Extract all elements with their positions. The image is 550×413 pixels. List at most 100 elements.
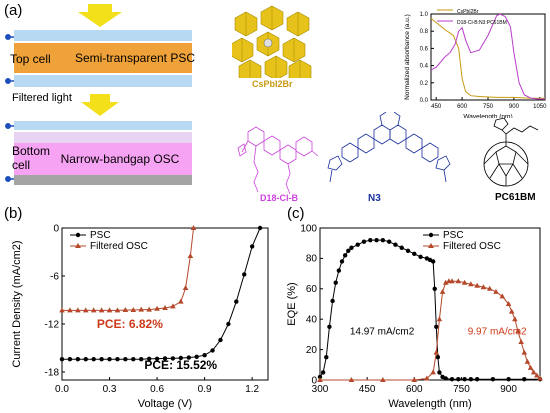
perovskite-label: CsPbI2Br bbox=[252, 79, 293, 89]
data-point bbox=[90, 307, 97, 313]
data-point bbox=[154, 356, 160, 361]
y-axis-label: Current Density (mA/cm2) bbox=[11, 240, 23, 367]
data-point bbox=[518, 339, 524, 344]
data-point bbox=[524, 358, 531, 364]
light-arrow-top bbox=[78, 4, 122, 27]
data-point bbox=[162, 305, 168, 310]
data-point bbox=[130, 307, 137, 312]
data-point bbox=[82, 307, 89, 313]
plot-frame bbox=[61, 227, 269, 381]
data-point bbox=[342, 253, 348, 258]
data-point bbox=[442, 279, 449, 285]
x-tick-label: 450 bbox=[431, 104, 442, 110]
x-tick-label: 300 bbox=[312, 384, 329, 395]
y-tick-label: 60 bbox=[306, 284, 318, 295]
x-tick-label: 0.6 bbox=[150, 384, 164, 395]
y-axis-label: Normalized absorbance (a.u.) bbox=[404, 14, 411, 100]
data-point bbox=[435, 355, 441, 360]
data-point bbox=[437, 370, 442, 375]
polymer-structure-icon bbox=[237, 126, 319, 195]
annotation: PCE: 6.82% bbox=[97, 317, 163, 331]
absorbance-inset-chart: 450 600 750 900 1050 0.0 0.2 0.4 0.6 0.8 1.0 Wavele… bbox=[404, 9, 547, 118]
data-point bbox=[162, 356, 168, 361]
data-point bbox=[462, 377, 467, 382]
polymer-label: D18-Cl-B bbox=[260, 193, 299, 203]
filtered-light-label: Filtered light bbox=[12, 92, 72, 104]
data-point bbox=[226, 321, 231, 327]
data-point bbox=[242, 272, 247, 277]
legend-label: D18-Cl-B:N3:PC61BM bbox=[457, 20, 507, 26]
data-point bbox=[499, 293, 506, 299]
x-tick-label: 1.2 bbox=[245, 384, 259, 395]
data-point bbox=[257, 225, 263, 231]
top-cell-label: Top cell bbox=[10, 52, 51, 66]
data-point bbox=[515, 328, 521, 334]
x-tick-label: 900 bbox=[509, 104, 520, 110]
data-point bbox=[530, 369, 537, 375]
acceptor-label: N3 bbox=[368, 193, 381, 204]
top-layer-label: Semi-transparent PSC bbox=[74, 51, 196, 65]
y-tick-label: 100 bbox=[300, 223, 317, 234]
data-point bbox=[522, 377, 527, 382]
data-point bbox=[508, 308, 515, 314]
data-point bbox=[333, 280, 338, 285]
data-point bbox=[234, 299, 239, 304]
data-point bbox=[449, 377, 455, 382]
data-point bbox=[537, 375, 543, 381]
data-point bbox=[386, 239, 392, 244]
y-tick-label: 0 bbox=[53, 223, 59, 234]
data-point bbox=[521, 349, 528, 355]
data-point bbox=[115, 357, 120, 362]
series-line bbox=[319, 239, 540, 380]
data-point bbox=[461, 279, 468, 285]
data-point bbox=[178, 298, 184, 304]
y-tick-label: 0.6 bbox=[420, 46, 429, 52]
data-point bbox=[138, 306, 145, 312]
x-axis-label: Wavelength (nm) bbox=[388, 398, 471, 410]
y-tick-label: 0 bbox=[311, 375, 317, 386]
data-point bbox=[455, 278, 462, 284]
series-line bbox=[430, 17, 545, 99]
x-tick-label: 0.3 bbox=[103, 384, 117, 395]
data-point bbox=[348, 377, 355, 382]
data-point bbox=[527, 364, 534, 370]
data-point bbox=[249, 244, 255, 249]
data-point bbox=[439, 288, 446, 294]
x-tick-label: 0.9 bbox=[198, 384, 212, 395]
data-point bbox=[202, 353, 207, 358]
data-point bbox=[317, 377, 323, 382]
data-point bbox=[468, 377, 474, 382]
jv-chart: 0.0 0.3 0.6 0.9 1.2 -18 -12 -6 0 Voltage (V) Curre… bbox=[11, 223, 269, 410]
data-point bbox=[436, 316, 443, 322]
data-point bbox=[433, 349, 440, 355]
data-point bbox=[122, 307, 129, 312]
data-point bbox=[424, 375, 430, 381]
data-point bbox=[83, 357, 88, 362]
data-point bbox=[449, 278, 455, 284]
data-point bbox=[327, 324, 332, 329]
data-point bbox=[512, 316, 518, 322]
data-point bbox=[210, 348, 215, 353]
x-tick-label: 600 bbox=[457, 104, 468, 110]
y-tick-label: 1.0 bbox=[420, 12, 429, 18]
data-point bbox=[107, 357, 112, 362]
data-point bbox=[443, 376, 448, 381]
data-point bbox=[534, 372, 540, 378]
data-point bbox=[430, 259, 436, 264]
data-point bbox=[187, 253, 194, 258]
data-point bbox=[380, 237, 386, 243]
y-tick-label: -12 bbox=[45, 319, 60, 330]
data-point bbox=[190, 225, 197, 230]
n3-structure-icon bbox=[327, 112, 451, 183]
plot-frame bbox=[430, 13, 546, 101]
data-point bbox=[412, 251, 417, 257]
data-point bbox=[131, 357, 136, 362]
data-point bbox=[434, 324, 439, 329]
data-point bbox=[411, 377, 418, 382]
fullerene-label: PC61BM bbox=[495, 192, 536, 203]
data-point bbox=[361, 239, 367, 244]
data-point bbox=[123, 357, 128, 362]
data-point bbox=[218, 337, 223, 343]
x-tick-label: 1050 bbox=[533, 104, 547, 110]
data-point bbox=[146, 306, 152, 312]
